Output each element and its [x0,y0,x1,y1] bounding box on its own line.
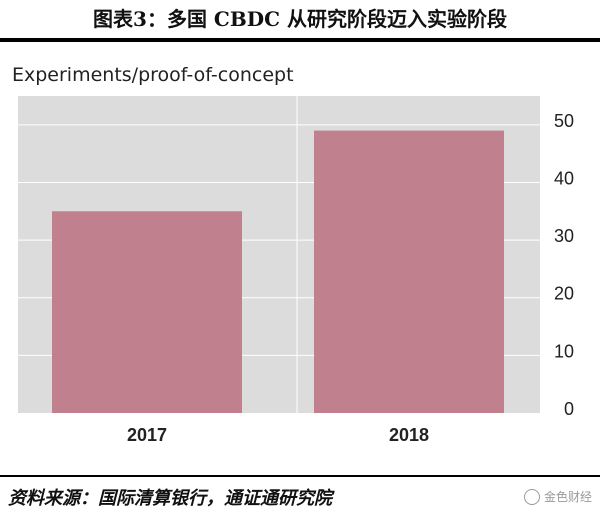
y-tick-label: 30 [554,226,574,246]
top-rule [0,38,600,42]
y-tick-label: 10 [554,341,574,361]
y-tick-label: 50 [554,111,574,131]
figure-title: 图表3：多国 CBDC 从研究阶段迈入实验阶段 [93,7,507,31]
y-axis-ticks: 0 10 20 30 40 50 [554,111,574,419]
y-tick-label: 40 [554,168,574,188]
x-category-label: 2018 [389,425,429,445]
logo-text: 金色财经 [543,490,592,504]
bar-2018 [314,130,504,413]
watermark-logo: 金色财经 [523,488,592,505]
source-note: 资料来源：国际清算银行，通证通研究院 [8,488,332,509]
bottom-rule [0,475,600,477]
y-tick-label: 0 [564,399,574,419]
bar-2017 [52,211,242,413]
x-category-label: 2017 [127,425,167,445]
x-axis-labels: 2017 2018 [127,425,429,445]
bars [52,130,504,413]
chart-title: Experiments/proof-of-concept [12,64,294,86]
logo-icon [523,488,540,505]
y-tick-label: 20 [554,284,574,304]
